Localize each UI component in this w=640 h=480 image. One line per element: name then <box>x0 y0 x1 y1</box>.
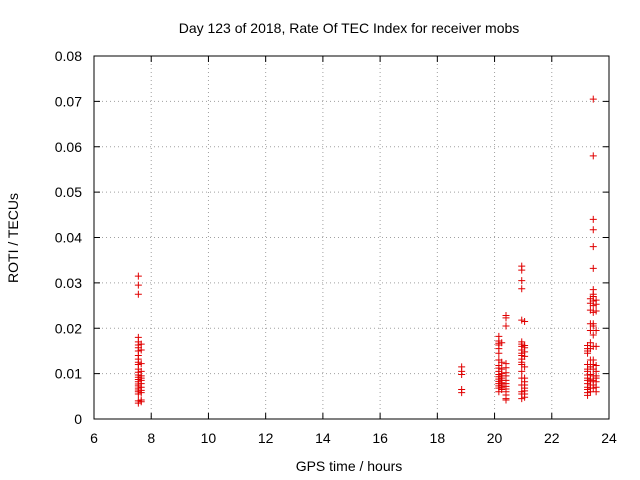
plot-frame <box>93 55 610 420</box>
data-point <box>592 300 600 308</box>
data-point <box>584 349 592 357</box>
data-point <box>589 95 597 103</box>
y-tick-label: 0.06 <box>55 139 82 155</box>
x-tick-label: 8 <box>147 430 155 446</box>
data-point <box>502 396 510 404</box>
data-point <box>498 358 506 366</box>
data-point <box>137 360 145 368</box>
data-point <box>502 314 510 322</box>
x-tick-label: 14 <box>315 430 331 446</box>
data-point <box>592 307 600 315</box>
y-tick-label: 0.08 <box>55 48 82 64</box>
x-tick-label: 16 <box>372 430 388 446</box>
data-point <box>134 272 142 280</box>
data-point <box>521 363 529 371</box>
data-point <box>589 226 597 234</box>
y-tick-label: 0.01 <box>55 366 82 382</box>
data-point <box>518 367 526 375</box>
data-point <box>589 264 597 272</box>
data-point <box>592 388 600 396</box>
grid-lines <box>94 56 609 419</box>
y-tick-label: 0.07 <box>55 93 82 109</box>
x-axis-title: GPS time / hours <box>296 458 403 474</box>
data-point <box>584 391 592 399</box>
y-tick-labels: 0 0.01 0.02 0.03 0.04 0.05 0.06 0.07 0.08 <box>55 48 82 427</box>
data-points <box>134 95 600 407</box>
data-point <box>495 349 503 357</box>
chart-title: Day 123 of 2018, Rate Of TEC Index for r… <box>179 20 520 36</box>
data-point <box>592 327 600 335</box>
y-axis-title: ROTI / TECUs <box>5 193 21 283</box>
y-tick-label: 0.05 <box>55 184 82 200</box>
data-point <box>134 399 142 407</box>
data-point <box>137 389 145 397</box>
data-point <box>137 340 145 348</box>
x-tick-label: 12 <box>258 430 274 446</box>
data-point <box>589 215 597 223</box>
data-point <box>589 331 597 339</box>
data-point <box>518 266 526 274</box>
data-point <box>134 281 142 289</box>
y-tick-label: 0.02 <box>55 320 82 336</box>
data-point <box>134 290 142 298</box>
data-point <box>134 390 142 398</box>
x-tick-label: 20 <box>487 430 503 446</box>
data-point <box>521 317 529 325</box>
data-point <box>589 243 597 251</box>
data-point <box>521 393 529 401</box>
data-point <box>518 285 526 293</box>
data-point <box>521 352 529 360</box>
data-point <box>589 152 597 160</box>
data-point <box>589 322 597 330</box>
data-point <box>137 346 145 354</box>
x-tick-labels: 6 8 10 12 14 16 18 20 22 24 <box>90 430 617 446</box>
data-point <box>498 339 506 347</box>
x-tick-label: 6 <box>90 430 98 446</box>
data-point <box>589 308 597 316</box>
data-point <box>502 322 510 330</box>
data-point <box>592 361 600 369</box>
data-point <box>592 342 600 350</box>
data-point <box>458 389 466 397</box>
data-point <box>518 316 526 324</box>
data-point <box>518 277 526 285</box>
x-tick-label: 10 <box>201 430 217 446</box>
x-tick-label: 18 <box>430 430 446 446</box>
x-tick-label: 22 <box>544 430 560 446</box>
data-point <box>586 339 594 347</box>
y-tick-label: 0.04 <box>55 230 82 246</box>
data-point <box>458 371 466 379</box>
data-point <box>589 384 597 392</box>
data-point <box>589 302 597 310</box>
y-tick-label: 0.03 <box>55 275 82 291</box>
y-tick-label: 0 <box>74 411 82 427</box>
x-tick-label: 24 <box>601 430 617 446</box>
data-point <box>137 398 145 406</box>
data-point <box>518 395 526 403</box>
